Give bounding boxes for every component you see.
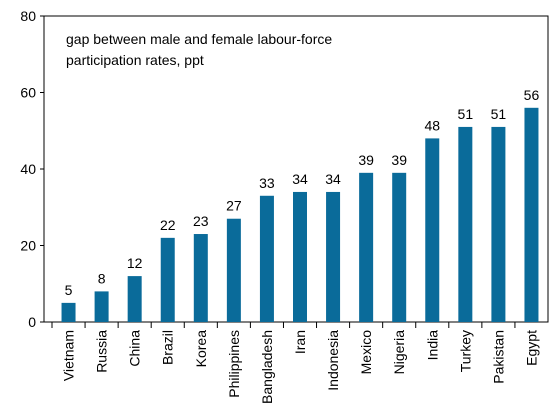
bar: [524, 107, 539, 322]
bar: [226, 218, 241, 322]
y-tick-label: 20: [20, 238, 36, 254]
bar: [61, 302, 76, 322]
bar: [193, 234, 208, 322]
y-tick-label: 80: [20, 8, 36, 24]
value-label: 48: [424, 117, 440, 133]
annotation: participation rates, ppt: [66, 52, 204, 68]
x-tick-label: India: [424, 330, 440, 361]
value-label: 23: [193, 213, 209, 229]
value-label: 34: [325, 171, 341, 187]
bar: [425, 138, 440, 322]
x-tick-label: Pakistan: [490, 330, 506, 384]
bar: [94, 291, 109, 322]
bar: [259, 195, 274, 322]
value-label: 8: [98, 270, 106, 286]
x-tick-label: China: [127, 330, 143, 367]
x-tick-label: Mexico: [358, 330, 374, 375]
value-label: 34: [292, 171, 308, 187]
x-tick-label: Russia: [94, 330, 110, 373]
value-label: 39: [358, 152, 374, 168]
bar: [326, 191, 341, 322]
bar: [160, 237, 175, 322]
bar: [458, 126, 473, 322]
value-label: 12: [127, 255, 143, 271]
x-tick-label: Philippines: [226, 330, 242, 398]
value-label: 39: [391, 152, 407, 168]
bar: [127, 276, 142, 322]
value-label: 27: [226, 198, 242, 214]
x-tick-label: Iran: [292, 330, 308, 354]
x-tick-label: Egypt: [523, 330, 539, 366]
x-tick-label: Bangladesh: [259, 330, 275, 404]
x-tick-label: Indonesia: [325, 330, 341, 391]
bar: [359, 172, 374, 322]
value-label: 51: [491, 106, 507, 122]
x-tick-label: Vietnam: [61, 330, 77, 381]
x-tick-label: Korea: [193, 330, 209, 368]
bar: [491, 126, 506, 322]
value-label: 51: [458, 106, 474, 122]
value-label: 56: [524, 87, 540, 103]
bar: [293, 191, 307, 322]
y-tick-label: 0: [28, 314, 36, 330]
x-tick-label: Nigeria: [391, 330, 407, 375]
x-tick-label: Turkey: [457, 330, 473, 372]
value-label: 33: [259, 175, 275, 191]
y-tick-label: 60: [20, 85, 36, 101]
value-label: 22: [160, 217, 176, 233]
value-label: 5: [65, 282, 73, 298]
annotation: gap between male and female labour-force: [66, 31, 332, 47]
x-tick-label: Brazil: [160, 330, 176, 365]
bar: [392, 172, 407, 322]
y-tick-label: 40: [20, 161, 36, 177]
